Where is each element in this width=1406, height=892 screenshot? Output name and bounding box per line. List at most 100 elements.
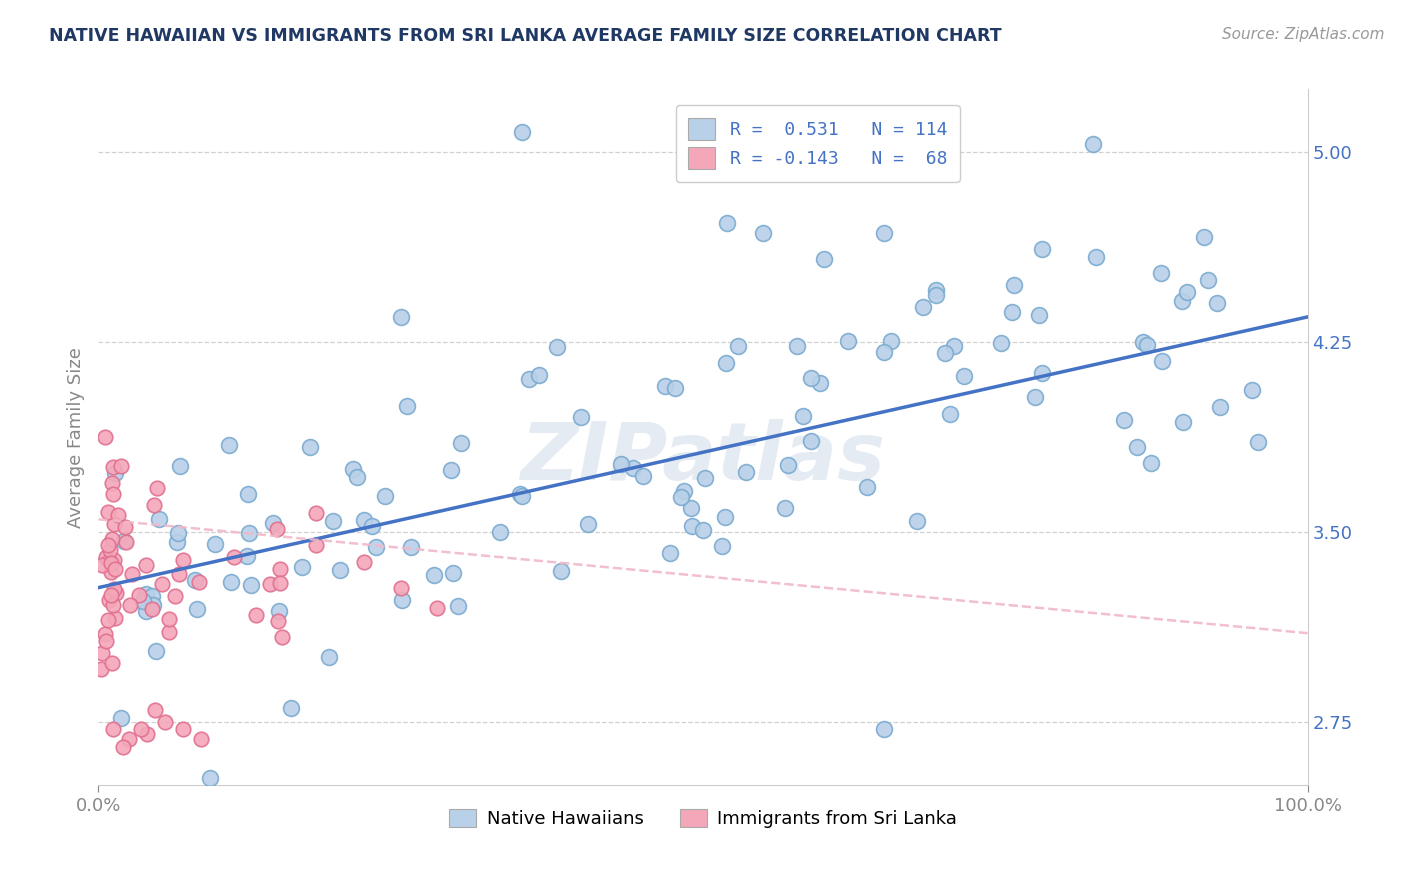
Point — [776, 458, 799, 472]
Point — [631, 468, 654, 483]
Point — [905, 514, 928, 528]
Point — [105, 586, 128, 600]
Point — [509, 487, 531, 501]
Point — [856, 480, 879, 494]
Point — [786, 339, 808, 353]
Point — [187, 575, 209, 590]
Point — [792, 409, 814, 423]
Point — [121, 566, 143, 581]
Point — [1132, 334, 1154, 349]
Point — [1125, 440, 1147, 454]
Point — [353, 555, 375, 569]
Point — [166, 535, 188, 549]
Point — [364, 540, 387, 554]
Point — [990, 335, 1012, 350]
Point — [342, 461, 364, 475]
Point — [692, 523, 714, 537]
Point — [172, 552, 194, 566]
Point — [103, 516, 125, 531]
Point — [322, 514, 344, 528]
Point — [97, 505, 120, 519]
Point — [128, 588, 150, 602]
Point — [110, 458, 132, 473]
Point — [118, 732, 141, 747]
Point — [1001, 305, 1024, 319]
Point — [172, 723, 194, 737]
Point — [305, 538, 328, 552]
Point — [673, 484, 696, 499]
Point — [711, 540, 734, 554]
Point — [880, 334, 903, 349]
Point — [101, 723, 124, 737]
Point — [813, 252, 835, 266]
Point — [135, 587, 157, 601]
Point — [224, 550, 246, 565]
Point — [101, 476, 124, 491]
Point — [716, 216, 738, 230]
Point — [198, 771, 221, 785]
Point — [166, 526, 188, 541]
Point — [94, 627, 117, 641]
Point — [489, 524, 512, 539]
Point — [291, 560, 314, 574]
Point — [91, 558, 114, 573]
Point — [98, 554, 121, 568]
Point — [236, 487, 259, 501]
Point — [100, 588, 122, 602]
Point — [153, 714, 176, 729]
Point — [97, 613, 120, 627]
Point — [100, 533, 122, 547]
Point — [98, 543, 121, 558]
Point — [925, 283, 948, 297]
Point — [93, 430, 115, 444]
Point — [318, 650, 340, 665]
Point — [346, 470, 368, 484]
Point — [169, 459, 191, 474]
Point — [1084, 250, 1107, 264]
Text: NATIVE HAWAIIAN VS IMMIGRANTS FROM SRI LANKA AVERAGE FAMILY SIZE CORRELATION CHA: NATIVE HAWAIIAN VS IMMIGRANTS FROM SRI L… — [49, 27, 1002, 45]
Y-axis label: Average Family Size: Average Family Size — [66, 347, 84, 527]
Point — [190, 732, 212, 747]
Point — [942, 339, 965, 353]
Point — [135, 727, 157, 741]
Point — [1136, 338, 1159, 352]
Point — [389, 310, 412, 324]
Point — [135, 558, 157, 572]
Point — [111, 739, 134, 754]
Point — [873, 227, 896, 241]
Point — [800, 371, 823, 385]
Point — [204, 537, 226, 551]
Point — [103, 460, 125, 475]
Point — [361, 518, 384, 533]
Point — [517, 372, 540, 386]
Point — [934, 346, 956, 360]
Point — [714, 510, 737, 524]
Point — [165, 590, 187, 604]
Point — [752, 226, 775, 240]
Point — [1031, 366, 1053, 380]
Point — [100, 656, 122, 670]
Point — [259, 577, 281, 591]
Point — [245, 608, 267, 623]
Point — [167, 567, 190, 582]
Point — [1081, 136, 1104, 151]
Point — [569, 410, 592, 425]
Point — [219, 574, 242, 589]
Point — [150, 577, 173, 591]
Point — [305, 506, 328, 520]
Point — [664, 381, 686, 395]
Point — [391, 593, 413, 607]
Point — [401, 540, 423, 554]
Point — [510, 125, 533, 139]
Point — [810, 376, 832, 390]
Point — [329, 563, 352, 577]
Point — [157, 612, 180, 626]
Point — [1240, 383, 1263, 397]
Point — [440, 463, 463, 477]
Point — [142, 599, 165, 613]
Point — [103, 582, 125, 596]
Point — [120, 598, 142, 612]
Point — [110, 711, 132, 725]
Point — [104, 466, 127, 480]
Point — [654, 379, 676, 393]
